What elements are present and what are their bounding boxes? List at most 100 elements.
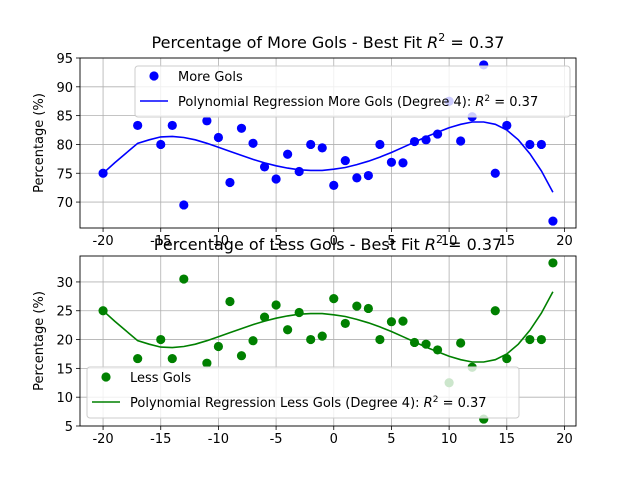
data-point	[432, 345, 443, 355]
data-point	[363, 303, 373, 314]
data-point	[548, 258, 558, 268]
x-tick-label: -20	[92, 234, 113, 249]
data-point	[340, 155, 350, 166]
data-point	[213, 341, 224, 352]
data-point	[398, 316, 408, 326]
data-point	[202, 358, 212, 368]
y-tick-label: 30	[56, 276, 73, 291]
y-tick-label: 15	[56, 362, 73, 377]
data-point	[213, 132, 224, 143]
x-tick-label: 0	[330, 432, 338, 447]
data-point	[432, 129, 443, 139]
data-point	[340, 318, 350, 329]
y-tick-label: 75	[56, 167, 73, 182]
data-point	[421, 339, 431, 349]
data-point	[271, 300, 281, 310]
data-point	[409, 337, 420, 348]
x-tick-label: 5	[387, 234, 395, 249]
data-point	[548, 216, 558, 226]
data-point	[179, 200, 189, 210]
data-point	[156, 139, 166, 150]
data-point	[456, 338, 466, 348]
x-tick-label: -15	[150, 234, 171, 249]
data-point	[398, 158, 408, 168]
data-point	[456, 136, 466, 146]
data-point	[248, 138, 258, 148]
data-point	[306, 139, 316, 150]
legend-label-points: More Gols	[178, 70, 243, 85]
x-tick-label: -20	[92, 432, 113, 447]
data-point	[329, 180, 339, 190]
data-point	[133, 353, 143, 364]
legend: Less Gols Polynomial Regression Less Gols…	[86, 366, 520, 419]
data-point	[202, 116, 212, 126]
data-point	[363, 170, 373, 181]
data-point	[329, 294, 339, 304]
y-tick-label: 80	[56, 138, 73, 153]
x-tick-label: -15	[150, 432, 171, 447]
x-tick-label: -10	[208, 234, 229, 249]
x-tick-label: 15	[499, 432, 516, 447]
data-point	[502, 120, 512, 131]
legend-marker-points	[101, 372, 111, 382]
regression-line	[102, 291, 554, 363]
y-tick-label: 90	[56, 81, 73, 96]
data-point	[502, 353, 512, 364]
legend-label-points: Less Gols	[130, 371, 191, 386]
data-point	[236, 123, 247, 133]
data-point	[536, 334, 546, 345]
y-tick-label: 20	[56, 334, 73, 349]
y-tick-label: 5	[65, 420, 73, 435]
data-point	[386, 157, 397, 167]
data-point	[352, 301, 362, 311]
data-point	[306, 334, 316, 345]
x-tick-label: -5	[270, 234, 283, 249]
data-point	[375, 139, 385, 150]
legend-marker-points	[149, 71, 159, 81]
data-point	[167, 353, 177, 364]
y-axis-label: Percentage (%)	[32, 93, 47, 193]
data-point	[179, 274, 189, 284]
data-point	[525, 334, 535, 345]
data-point	[317, 331, 327, 341]
data-point	[236, 351, 247, 361]
data-point	[167, 120, 177, 131]
legend-label-line: Polynomial Regression More Gols (Degree …	[178, 94, 538, 110]
data-point	[352, 173, 362, 183]
data-point	[283, 325, 293, 335]
regression-line	[102, 121, 554, 193]
data-point	[225, 177, 235, 188]
data-point	[525, 139, 535, 150]
chart-title: Percentage of Less Gols - Best Fit R2 = …	[154, 233, 502, 254]
data-point	[283, 149, 293, 159]
data-point	[317, 143, 327, 153]
plot-frame	[79, 57, 577, 229]
y-tick-label: 10	[56, 391, 73, 406]
legend-box	[86, 366, 520, 419]
data-point	[98, 168, 108, 178]
legend-box	[134, 65, 571, 118]
data-point	[375, 334, 385, 345]
plot-frame	[79, 255, 577, 427]
x-tick-label: 0	[330, 234, 338, 249]
y-tick-label: 70	[56, 196, 73, 211]
x-tick-label: -10	[208, 432, 229, 447]
chart-title: Percentage of More Gols - Best Fit R2 = …	[152, 31, 505, 52]
x-tick-label: 20	[556, 432, 573, 447]
data-point	[409, 136, 420, 147]
x-tick-label: 20	[556, 234, 573, 249]
data-point	[294, 307, 304, 318]
data-point	[156, 334, 166, 345]
x-tick-label: -5	[270, 432, 283, 447]
data-point	[294, 166, 304, 177]
data-point	[225, 296, 235, 307]
data-point	[98, 306, 108, 316]
data-point	[490, 168, 500, 178]
y-tick-label: 85	[56, 110, 73, 125]
x-tick-label: 10	[441, 432, 458, 447]
data-point	[490, 306, 500, 316]
legend: More Gols Polynomial Regression More Gols…	[134, 65, 571, 118]
data-point	[259, 312, 270, 322]
x-tick-label: 5	[387, 432, 395, 447]
